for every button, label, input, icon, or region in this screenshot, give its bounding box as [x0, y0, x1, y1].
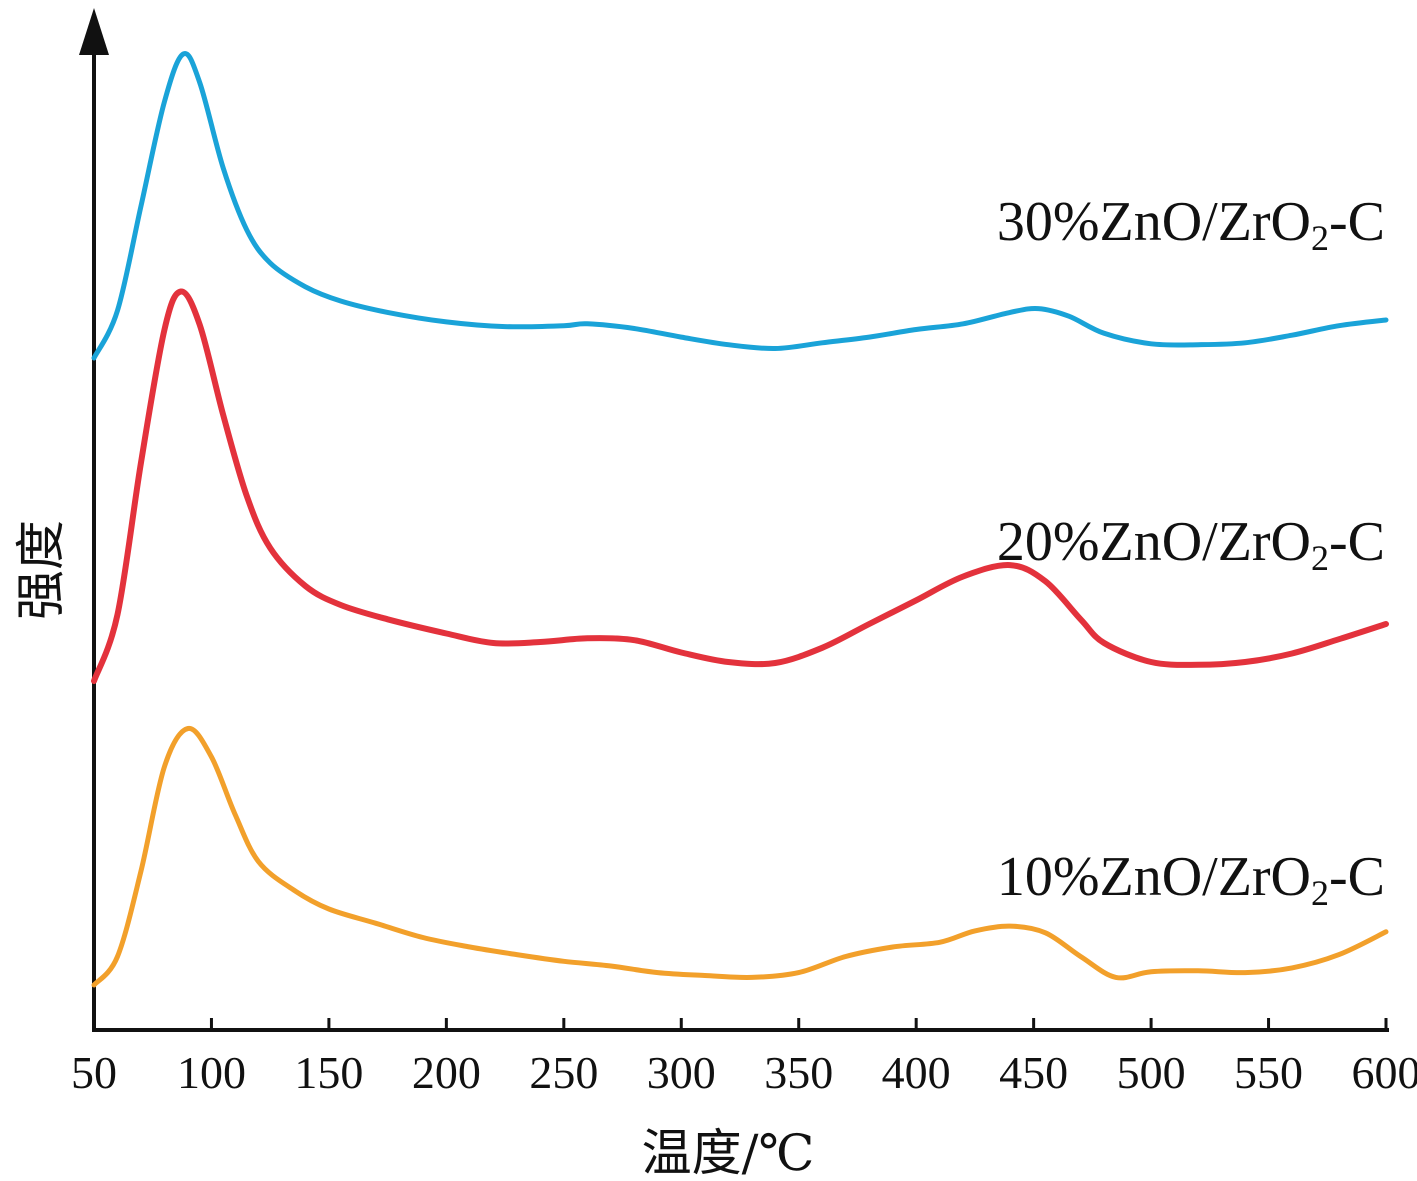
x-tick-label: 50	[71, 1047, 117, 1098]
x-tick-label: 150	[294, 1047, 363, 1098]
x-tick-label: 600	[1352, 1047, 1417, 1098]
x-tick-label: 550	[1234, 1047, 1303, 1098]
x-tick-label: 100	[177, 1047, 246, 1098]
series-line	[91, 726, 1389, 988]
x-tick-label: 350	[764, 1047, 833, 1098]
x-ticks: 50 100 150 200 250 300 350 400 450 500 550 600	[71, 1018, 1417, 1098]
x-tick-label: 250	[529, 1047, 598, 1098]
x-axis-title: 温度/℃	[642, 1124, 815, 1181]
x-tick-label: 300	[647, 1047, 716, 1098]
x-tick-label: 400	[882, 1047, 951, 1098]
series-label: 20%ZnO/ZrO2-C	[997, 511, 1385, 578]
axes	[79, 8, 1389, 1032]
x-tick-label: 500	[1117, 1047, 1186, 1098]
y-axis-arrow	[79, 8, 109, 55]
series-layer	[91, 51, 1389, 988]
series-label: 10%ZnO/ZrO2-C	[997, 846, 1385, 913]
series-label: 30%ZnO/ZrO2-C	[997, 191, 1385, 258]
series-line	[91, 288, 1389, 684]
x-tick-label: 450	[999, 1047, 1068, 1098]
y-axis-title: 强度	[12, 520, 70, 620]
x-tick-label: 200	[412, 1047, 481, 1098]
series-labels: 30%ZnO/ZrO2-C 20%ZnO/ZrO2-C 10%ZnO/ZrO2-C	[997, 191, 1385, 913]
series-line	[91, 51, 1389, 361]
